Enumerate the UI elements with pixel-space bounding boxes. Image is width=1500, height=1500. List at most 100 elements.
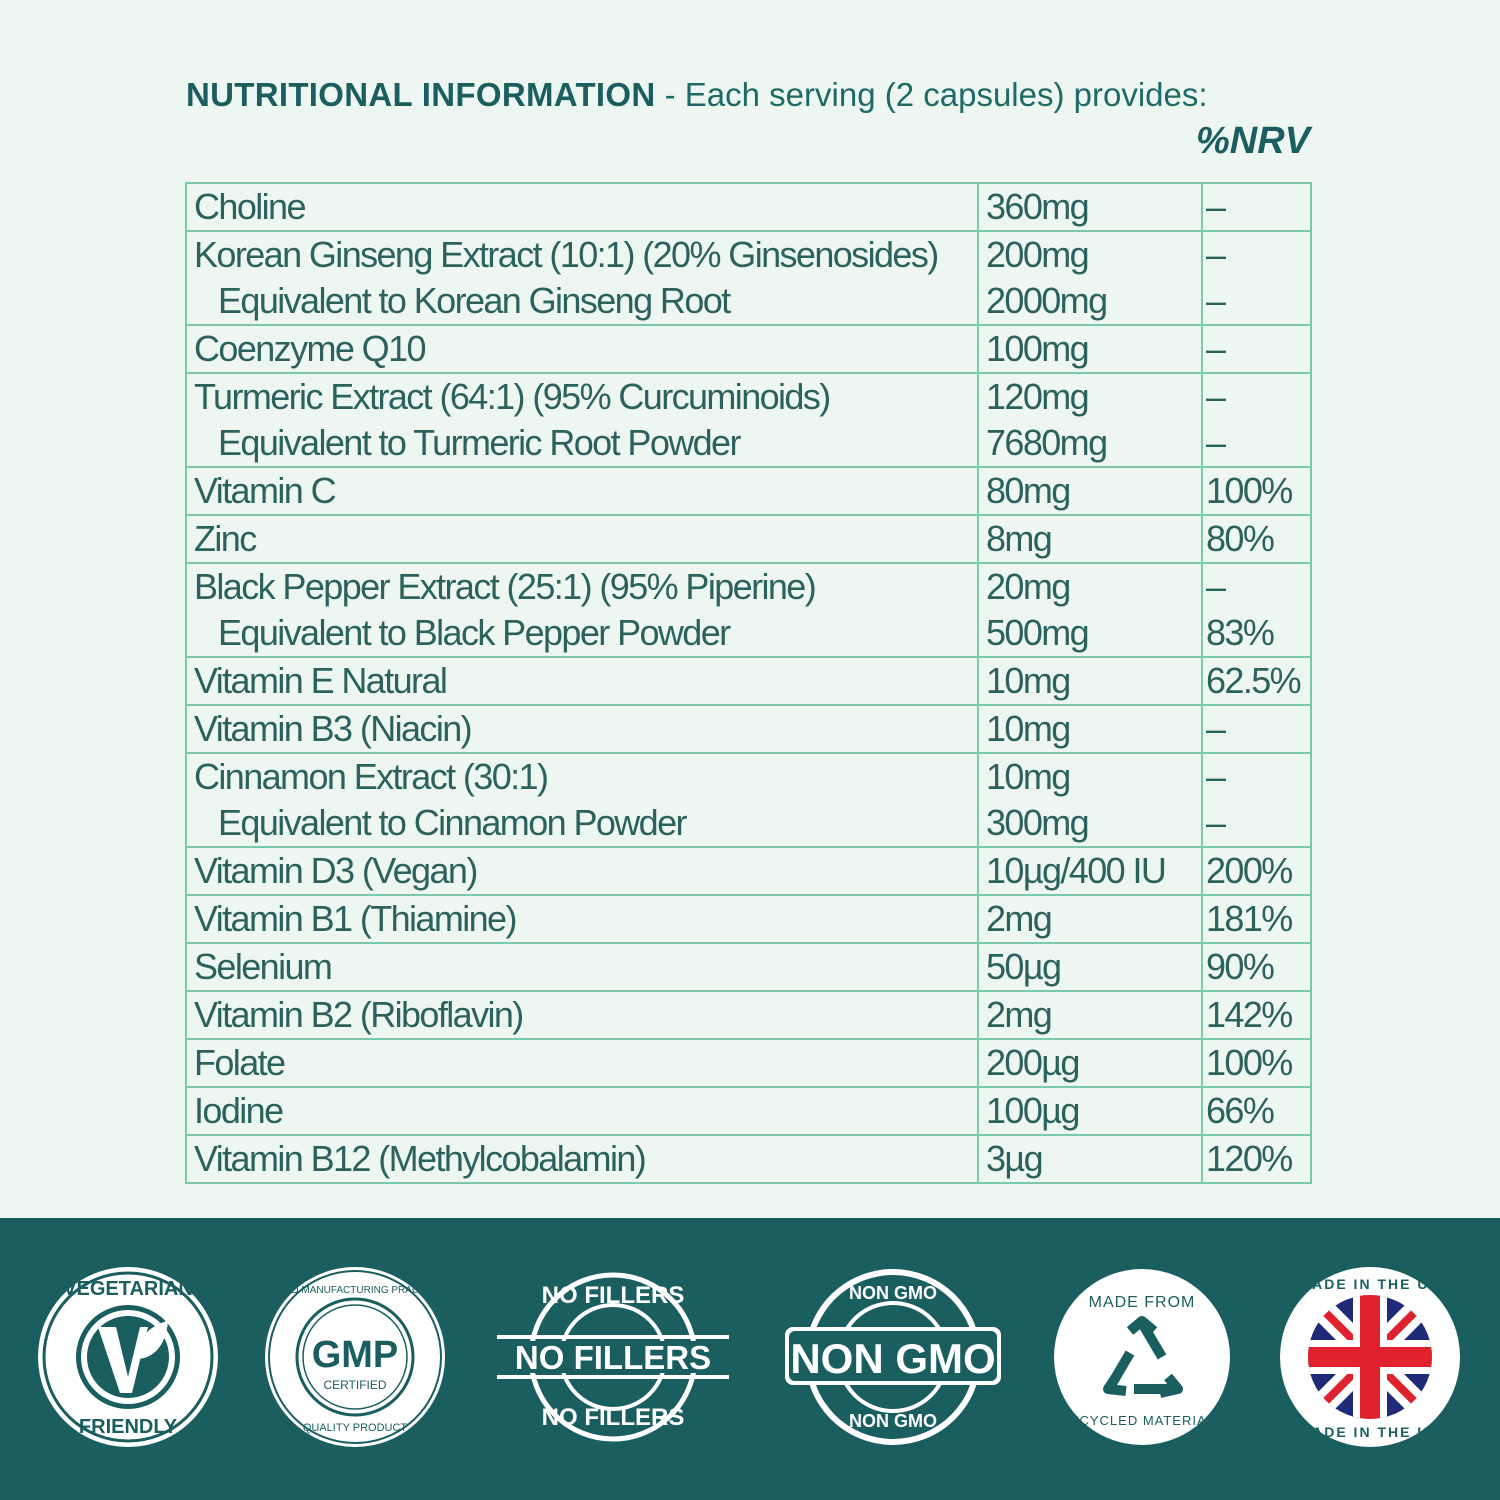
nutrient-name: Folate: [194, 1042, 286, 1083]
badge-top-text: MADE IN THE UK: [1298, 1276, 1441, 1292]
nutrition-heading: NUTRITIONAL INFORMATION - Each serving (…: [186, 76, 1208, 114]
nutrient-nrv: –: [1206, 708, 1226, 749]
nutrient-nrv: 181%: [1206, 898, 1293, 939]
nutrient-amount: 3µg: [986, 1138, 1044, 1179]
nutrient-amount: 100mg: [986, 328, 1090, 369]
nutrition-table: Choline 360mg – Korean Ginseng Extract (10:…: [185, 182, 1312, 1184]
nutrient-name-cell: Black Pepper Extract (25:1) (95% Piperin…: [185, 562, 979, 658]
nutrient-amount: 200mg: [986, 234, 1090, 275]
nutrient-name: Equivalent to Cinnamon Powder: [218, 802, 688, 843]
nutrient-amount-cell: 10µg/400 IU: [977, 846, 1203, 896]
badge-top-text: MADE FROM: [1089, 1294, 1196, 1311]
table-row: Iodine 100µg 66%: [185, 1086, 1312, 1136]
nutrient-name: Vitamin B1 (Thiamine): [194, 898, 517, 939]
nutrient-name-cell: Vitamin B3 (Niacin): [185, 704, 979, 754]
table-row: Korean Ginseng Extract (10:1) (20% Ginse…: [185, 230, 1312, 326]
nutrient-nrv: –: [1206, 376, 1226, 417]
table-row: Vitamin B1 (Thiamine) 2mg 181%: [185, 894, 1312, 944]
nutrient-nrv: 142%: [1206, 994, 1293, 1035]
nutrient-name-cell: Korean Ginseng Extract (10:1) (20% Ginse…: [185, 230, 979, 326]
nutrient-nrv-cell: – –: [1201, 230, 1312, 326]
nutrient-nrv: –: [1206, 328, 1226, 369]
nutrient-name-cell: Vitamin E Natural: [185, 656, 979, 706]
nutrient-nrv: 100%: [1206, 1042, 1293, 1083]
nutrient-amount-cell: 8mg: [977, 514, 1203, 564]
nutrient-nrv-cell: – –: [1201, 372, 1312, 468]
badge-bottom-text: FRIENDLY: [79, 1416, 178, 1438]
nutrient-name: Vitamin B12 (Methylcobalamin): [194, 1138, 647, 1179]
nutrient-nrv-cell: –: [1201, 324, 1312, 374]
nutrient-amount-cell: 120mg 7680mg: [977, 372, 1203, 468]
nutrient-name-cell: Choline: [185, 182, 979, 232]
nutrient-name-cell: Vitamin B2 (Riboflavin): [185, 990, 979, 1040]
nutrient-name-cell: Selenium: [185, 942, 979, 992]
nutrient-name-cell: Iodine: [185, 1086, 979, 1136]
nutrient-amount: 10µg/400 IU: [986, 850, 1167, 891]
nutrient-name: Equivalent to Korean Ginseng Root: [218, 280, 731, 321]
gmp-seal-icon: GOOD MANUFACTURING PRACTICE GMP CERTIFIE…: [263, 1265, 447, 1449]
nutrient-amount: 2mg: [986, 898, 1053, 939]
nutrient-amount-cell: 2mg: [977, 990, 1203, 1040]
nutrient-nrv: –: [1206, 756, 1226, 797]
nutrient-name: Choline: [194, 186, 306, 227]
nutrient-amount: 120mg: [986, 376, 1090, 417]
nutrient-name: Equivalent to Turmeric Root Powder: [218, 422, 741, 463]
heading-subtitle: - Each serving (2 capsules) provides:: [655, 76, 1208, 113]
nutrient-name-cell: Folate: [185, 1038, 979, 1088]
nutrient-nrv: 120%: [1206, 1138, 1293, 1179]
nutrient-amount: 10mg: [986, 756, 1071, 797]
heading-title: NUTRITIONAL INFORMATION: [186, 76, 656, 113]
nutrient-name: Selenium: [194, 946, 333, 987]
badge-bottom-text: NON GMO: [849, 1411, 937, 1431]
nutrient-nrv: –: [1206, 802, 1226, 843]
nutrient-nrv: 83%: [1206, 612, 1275, 653]
nutrient-amount-cell: 100µg: [977, 1086, 1203, 1136]
nutrient-name-cell: Vitamin B1 (Thiamine): [185, 894, 979, 944]
nutrient-amount-cell: 100mg: [977, 324, 1203, 374]
nutrient-nrv-cell: –: [1201, 704, 1312, 754]
nutrient-amount: 300mg: [986, 802, 1090, 843]
table-row: Vitamin D3 (Vegan) 10µg/400 IU 200%: [185, 846, 1312, 896]
nutrient-name-cell: Zinc: [185, 514, 979, 564]
badge-top-text: NO FILLERS: [542, 1282, 685, 1309]
nutrient-nrv: 80%: [1206, 518, 1275, 559]
nutrient-nrv-cell: 100%: [1201, 466, 1312, 516]
nutrient-nrv-cell: 66%: [1201, 1086, 1312, 1136]
badge-bottom-text: NO FILLERS: [542, 1404, 685, 1431]
nutrient-nrv: –: [1206, 280, 1226, 321]
nutrient-name: Zinc: [194, 518, 257, 559]
nutrient-nrv-cell: –: [1201, 182, 1312, 232]
nutrient-name: Coenzyme Q10: [194, 328, 427, 369]
nutrient-nrv-cell: 200%: [1201, 846, 1312, 896]
badge-top-text: NON GMO: [849, 1283, 937, 1303]
nutrient-amount: 80mg: [986, 470, 1071, 511]
nutrient-nrv-cell: – 83%: [1201, 562, 1312, 658]
nutrient-amount: 20mg: [986, 566, 1071, 607]
nutrient-amount-cell: 200mg 2000mg: [977, 230, 1203, 326]
badge-footer: [0, 1218, 1500, 1500]
nutrient-amount: 2000mg: [986, 280, 1108, 321]
table-row: Selenium 50µg 90%: [185, 942, 1312, 992]
nutrient-nrv-cell: 80%: [1201, 514, 1312, 564]
table-row: Vitamin B12 (Methylcobalamin) 3µg 120%: [185, 1134, 1312, 1184]
nutrient-name-cell: Vitamin B12 (Methylcobalamin): [185, 1134, 979, 1184]
nutrient-amount-cell: 20mg 500mg: [977, 562, 1203, 658]
nutrient-nrv: 90%: [1206, 946, 1275, 987]
union-jack-flag-icon: MADE IN THE UK MADE IN THE UK: [1278, 1265, 1462, 1449]
nutrient-nrv: 100%: [1206, 470, 1293, 511]
badge-bottom-text: QUALITY PRODUCT: [303, 1422, 408, 1434]
nutrient-nrv-cell: – –: [1201, 752, 1312, 848]
table-row: Zinc 8mg 80%: [185, 514, 1312, 564]
nutrient-nrv-cell: 142%: [1201, 990, 1312, 1040]
badge-center-text: NON GMO: [790, 1335, 995, 1382]
nutrient-amount-cell: 2mg: [977, 894, 1203, 944]
nutrient-amount-cell: 50µg: [977, 942, 1203, 992]
table-row: Choline 360mg –: [185, 182, 1312, 232]
table-row: Black Pepper Extract (25:1) (95% Piperin…: [185, 562, 1312, 658]
nutrient-amount: 2mg: [986, 994, 1053, 1035]
nutrient-nrv: –: [1206, 422, 1226, 463]
nutrient-name: Vitamin C: [194, 470, 337, 511]
nutrient-name-cell: Vitamin C: [185, 466, 979, 516]
nutrient-name: Equivalent to Black Pepper Powder: [218, 612, 731, 653]
table-row: Vitamin E Natural 10mg 62.5%: [185, 656, 1312, 706]
